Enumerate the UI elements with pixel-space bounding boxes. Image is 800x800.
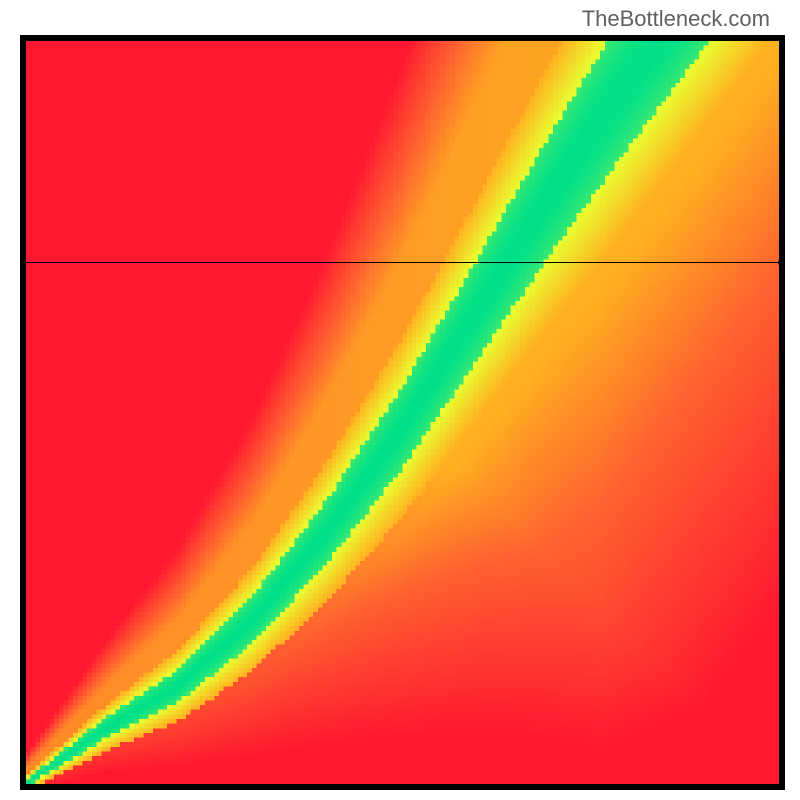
- marker-horizontal-line: [26, 262, 782, 263]
- watermark-text: TheBottleneck.com: [582, 6, 770, 32]
- heatmap-canvas: [26, 41, 779, 784]
- marker-end-dot: [778, 259, 785, 266]
- heatmap-chart-frame: [20, 35, 785, 790]
- heatmap-area: [26, 41, 779, 784]
